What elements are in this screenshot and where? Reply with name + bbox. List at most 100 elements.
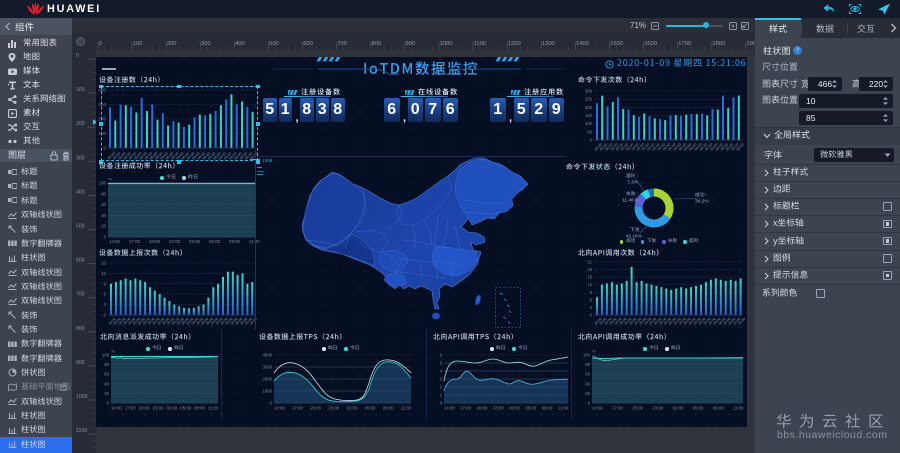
svg-text:00:00: 00:00	[614, 317, 623, 326]
svg-text:800: 800	[76, 326, 85, 332]
svg-text:00:00: 00:00	[728, 317, 737, 326]
svg-text:14:00: 14:00	[274, 406, 285, 411]
svg-text:00:00: 00:00	[646, 143, 655, 152]
svg-text:08:00: 08:00	[713, 406, 724, 411]
svg-text:40: 40	[585, 381, 590, 386]
svg-text:00:00: 00:00	[249, 152, 258, 161]
svg-text:00:00: 00:00	[699, 143, 708, 152]
svg-text:17:00: 17:00	[125, 406, 136, 411]
svg-text:50: 50	[587, 129, 592, 134]
svg-text:0: 0	[76, 53, 79, 59]
svg-text:00:00: 00:00	[663, 317, 672, 326]
svg-text:0: 0	[104, 235, 107, 240]
svg-text:00:00: 00:00	[157, 317, 166, 326]
svg-text:00:00: 00:00	[170, 152, 179, 161]
svg-text:00:00: 00:00	[638, 317, 647, 326]
svg-text:15: 15	[587, 275, 592, 280]
svg-text:00:00: 00:00	[207, 152, 216, 161]
svg-text:00:00: 00:00	[694, 143, 703, 152]
svg-text:1300: 1300	[542, 41, 555, 47]
svg-text:00:00: 00:00	[594, 143, 603, 152]
svg-text:300: 300	[585, 89, 593, 94]
svg-text:00:00: 00:00	[625, 143, 634, 152]
svg-text:700: 700	[76, 292, 85, 298]
svg-text:00:00: 00:00	[688, 143, 697, 152]
svg-text:6: 6	[590, 297, 593, 302]
svg-text:00:00: 00:00	[218, 152, 227, 161]
svg-text:00:00: 00:00	[234, 317, 243, 326]
svg-text:12: 12	[587, 282, 592, 287]
svg-text:14:00: 14:00	[592, 406, 603, 411]
svg-text:0: 0	[590, 138, 593, 143]
svg-text:00:00: 00:00	[244, 152, 253, 161]
svg-text:00:00: 00:00	[704, 143, 713, 152]
svg-text:00:00: 00:00	[202, 152, 211, 161]
svg-text:00:00: 00:00	[693, 317, 702, 326]
svg-text:00:00: 00:00	[186, 317, 195, 326]
svg-text:00:00: 00:00	[225, 317, 234, 326]
svg-text:0: 0	[440, 401, 443, 406]
svg-text:00:00: 00:00	[127, 317, 136, 326]
svg-text:00:00: 00:00	[230, 317, 239, 326]
svg-text:00:00: 00:00	[648, 317, 657, 326]
svg-text:20:00: 20:00	[310, 406, 321, 411]
svg-text:00:00: 00:00	[200, 317, 209, 326]
svg-text:00:00: 00:00	[657, 143, 666, 152]
svg-text:150: 150	[585, 113, 593, 118]
svg-text:17:00: 17:00	[129, 239, 141, 244]
svg-text:00:00: 00:00	[668, 317, 677, 326]
svg-text:300: 300	[76, 155, 85, 161]
svg-text:05:00: 05:00	[209, 239, 221, 244]
svg-text:200: 200	[585, 105, 593, 110]
svg-text:00:00: 00:00	[703, 317, 712, 326]
svg-text:00:00: 00:00	[599, 143, 608, 152]
svg-text:3: 3	[103, 302, 106, 307]
svg-text:00:00: 00:00	[133, 152, 142, 161]
svg-text:00:00: 00:00	[244, 317, 253, 326]
svg-text:00:00: 00:00	[713, 317, 722, 326]
svg-text:00:00: 00:00	[160, 152, 169, 161]
svg-text:02:00: 02:00	[166, 406, 177, 411]
svg-text:1700: 1700	[678, 41, 691, 47]
svg-text:1500: 1500	[610, 41, 623, 47]
svg-text:3000: 3000	[262, 365, 272, 370]
svg-text:00:00: 00:00	[154, 152, 163, 161]
svg-text:00:00: 00:00	[619, 317, 628, 326]
svg-text:00:00: 00:00	[113, 317, 122, 326]
svg-text:11:00: 11:00	[733, 406, 744, 411]
svg-text:60: 60	[101, 202, 106, 207]
svg-text:400: 400	[76, 189, 85, 195]
svg-text:20:00: 20:00	[632, 406, 643, 411]
svg-text:05:00: 05:00	[693, 406, 704, 411]
svg-text:00:00: 00:00	[736, 143, 745, 152]
svg-text:00:00: 00:00	[149, 152, 158, 161]
svg-text:00:00: 00:00	[604, 143, 613, 152]
svg-text:12: 12	[101, 271, 107, 276]
svg-text:00:00: 00:00	[181, 152, 190, 161]
svg-text:00:00: 00:00	[723, 317, 732, 326]
svg-text:00:00: 00:00	[633, 317, 642, 326]
svg-text:40: 40	[104, 381, 109, 386]
svg-text:00:00: 00:00	[249, 317, 258, 326]
svg-text:1000: 1000	[76, 394, 88, 400]
svg-text:00:00: 00:00	[673, 317, 682, 326]
svg-text:80: 80	[104, 362, 109, 367]
svg-text:00:00: 00:00	[228, 152, 237, 161]
svg-text:0: 0	[99, 41, 102, 47]
svg-text:00:00: 00:00	[186, 152, 195, 161]
svg-text:00:00: 00:00	[725, 143, 734, 152]
svg-text:00:00: 00:00	[636, 143, 645, 152]
svg-text:00:00: 00:00	[191, 317, 200, 326]
svg-text:0: 0	[107, 401, 110, 406]
svg-text:60: 60	[585, 372, 590, 377]
svg-text:00:00: 00:00	[620, 143, 629, 152]
svg-text:00:00: 00:00	[122, 317, 131, 326]
svg-text:400: 400	[235, 41, 245, 47]
svg-text:7.3%: 7.3%	[627, 180, 639, 186]
svg-text:05:00: 05:00	[525, 406, 536, 411]
svg-text:34.2%: 34.2%	[695, 199, 709, 205]
svg-text:00:00: 00:00	[210, 317, 219, 326]
svg-text:00:00: 00:00	[112, 152, 121, 161]
svg-text:00:00: 00:00	[139, 152, 148, 161]
svg-text:9: 9	[590, 290, 593, 295]
